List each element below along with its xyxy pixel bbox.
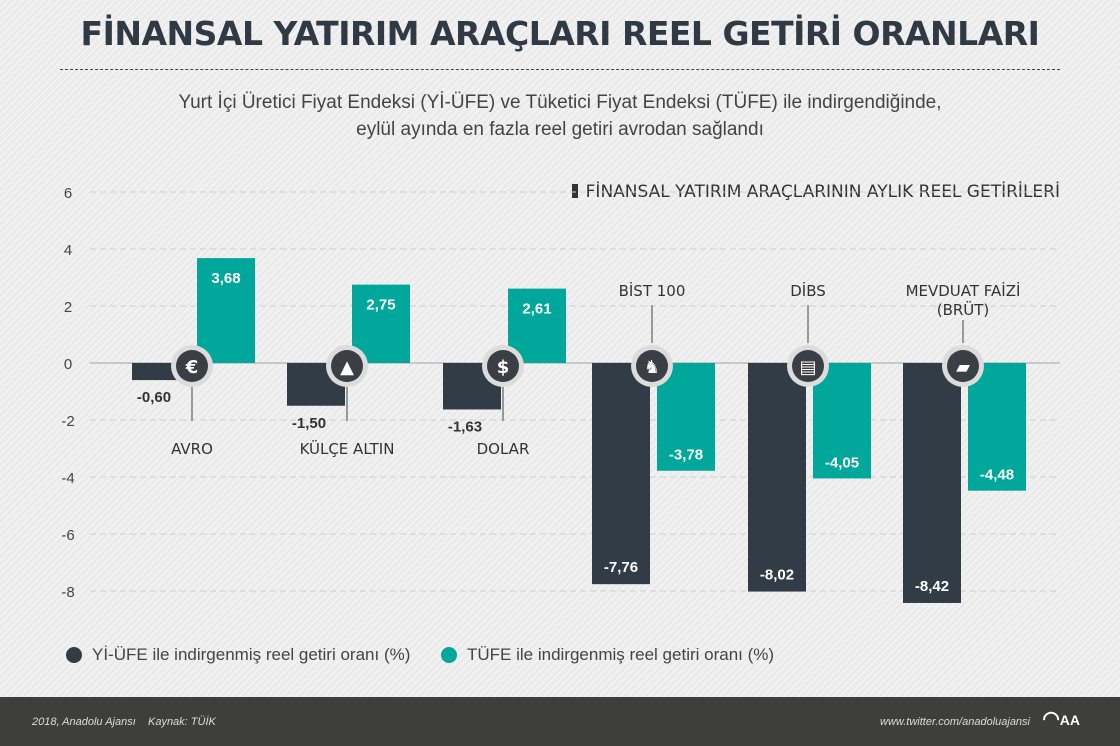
- category-label: BİST 100: [619, 281, 686, 300]
- subtitle: Yurt İçi Üretici Fiyat Endeksi (Yİ-ÜFE) …: [0, 89, 1120, 143]
- bar-chart: 6 4 2 0 -2 -4 -6 -8 -0,60 3,68 AVRO € -1,50 2,75 KÜLÇE…: [61, 185, 1060, 603]
- data-label-yiufe: -1,50: [292, 415, 326, 432]
- subtitle-line: Yurt İçi Üretici Fiyat Endeksi (Yİ-ÜFE) …: [178, 92, 942, 113]
- bar-tufe: [968, 363, 1026, 491]
- y-tick-label: 0: [64, 356, 72, 373]
- category-label: (BRÜT): [937, 300, 990, 319]
- dollar-icon-glyph: $: [497, 357, 510, 378]
- dollar-icon: [487, 350, 519, 382]
- footer: 2018, Anadolu Ajansı Kaynak: TÜİK www.tw…: [0, 697, 1120, 746]
- page-title: FİNANSAL YATIRIM ARAÇLARI REEL GETİRİ OR…: [80, 14, 1040, 53]
- data-label-yiufe: -8,42: [915, 578, 949, 595]
- y-tick-label: -2: [61, 413, 74, 430]
- y-tick-label: 2: [64, 299, 72, 316]
- legend-item-yiufe: Yİ-ÜFE ile indirgenmiş reel getiri oranı…: [66, 645, 410, 665]
- data-label-tufe: -4,48: [980, 467, 1014, 484]
- legend-swatch: [441, 647, 457, 663]
- data-label-yiufe: -0,60: [137, 389, 171, 406]
- y-tick-label: -8: [61, 584, 74, 601]
- y-tick-label: 6: [64, 185, 72, 202]
- y-tick-label: -4: [61, 470, 74, 487]
- category-label: DİBS: [790, 281, 826, 300]
- bar-tufe: [508, 288, 566, 363]
- bull-icon: [636, 350, 668, 382]
- y-tick-label: -6: [61, 527, 74, 544]
- data-label-yiufe: -1,63: [448, 418, 482, 435]
- gold-bars-icon: [331, 350, 363, 382]
- category-label: MEVDUAT FAİZİ: [906, 281, 1021, 300]
- bull-icon-glyph: ♞: [644, 357, 660, 378]
- legend-label: Yİ-ÜFE ile indirgenmiş reel getiri oranı…: [92, 645, 411, 664]
- bar-tufe: [352, 284, 410, 363]
- aa-logo: ◠AA: [1042, 708, 1080, 730]
- bar-yiufe: [592, 363, 650, 585]
- money-stack-icon-glyph: ▰: [956, 357, 970, 378]
- euro-icon-glyph: €: [185, 357, 199, 378]
- document-icon: [792, 350, 824, 382]
- gold-bars-icon-glyph: ▲: [340, 357, 354, 378]
- money-stack-icon: [947, 350, 979, 382]
- title-divider: [60, 69, 1060, 70]
- document-icon-glyph: ▤: [799, 357, 816, 378]
- category-label: DOLAR: [477, 440, 530, 458]
- legend-item-tufe: TÜFE ile indirgenmiş reel getiri oranı (…: [441, 645, 774, 665]
- data-label-yiufe: -7,76: [604, 559, 638, 576]
- data-label-tufe: 2,61: [522, 301, 551, 318]
- data-label-tufe: -3,78: [669, 447, 703, 464]
- legend-swatch: [66, 647, 82, 663]
- bar-yiufe: [903, 363, 961, 603]
- bar-yiufe: [748, 363, 806, 592]
- subtitle-line: eylül ayında en fazla reel getiri avroda…: [356, 119, 764, 140]
- data-label-tufe: 2,75: [366, 297, 395, 314]
- twitter-link[interactable]: www.twitter.com/anadoluajansi: [880, 716, 1030, 728]
- y-tick-label: 4: [64, 242, 72, 259]
- data-label-tufe: -4,05: [825, 454, 859, 471]
- category-label: KÜLÇE ALTIN: [300, 439, 395, 458]
- bar-tufe: [813, 363, 871, 479]
- bar-tufe: [197, 258, 255, 363]
- legend-label: TÜFE ile indirgenmiş reel getiri oranı (…: [467, 645, 775, 664]
- euro-icon: [176, 350, 208, 382]
- category-label: AVRO: [171, 440, 213, 458]
- data-label-yiufe: -8,02: [760, 567, 794, 584]
- footer-source: 2018, Anadolu Ajansı Kaynak: TÜİK: [32, 716, 216, 728]
- data-label-tufe: 3,68: [211, 270, 240, 287]
